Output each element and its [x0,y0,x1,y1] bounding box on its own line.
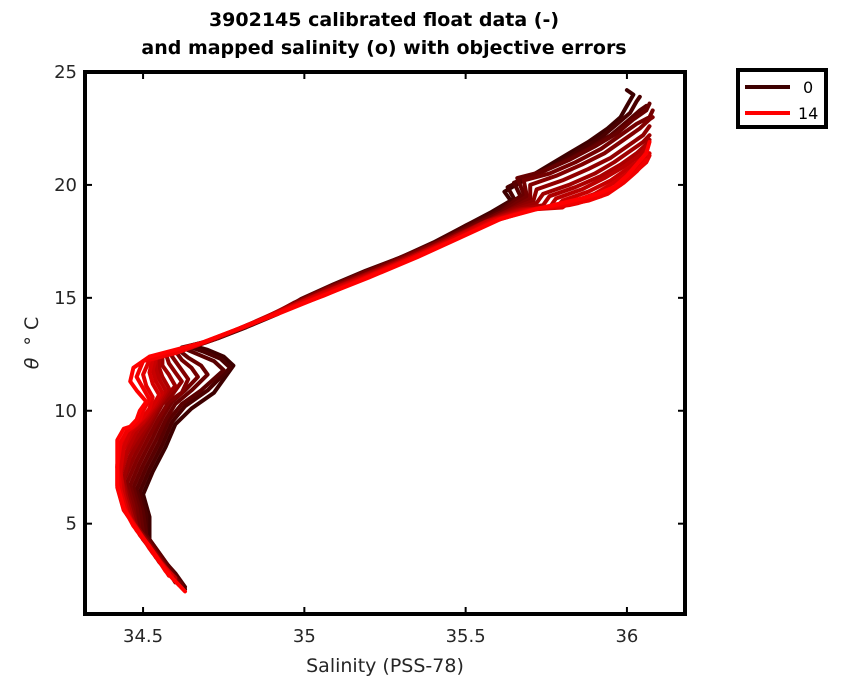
legend-box [736,68,828,129]
ticks-layer: 34.5 35 35.5 36 5 10 15 20 25 [54,62,685,647]
x-tick-label: 34.5 [123,626,163,647]
y-axis-label: θ ° C [21,317,43,369]
y-axis-label-unit: ° C [21,317,43,346]
chart-title-line-2: and mapped salinity (o) with objective e… [141,37,626,59]
y-tick-label: 5 [66,514,77,535]
profile-line-13 [115,158,649,576]
x-axis-label: Salinity (PSS-78) [306,655,464,677]
x-tick-label: 35 [293,626,316,647]
y-tick-label: 15 [54,288,77,309]
profile-line-12 [115,153,652,578]
profile-line-14 [115,140,652,594]
y-axis-label-symbol: θ [21,357,43,369]
legend: 0 14 [736,68,828,129]
x-tick-label: 36 [615,626,638,647]
plot-area-frame [83,70,687,616]
x-tick-label: 35.5 [446,626,486,647]
y-tick-label: 25 [54,62,77,83]
legend-label-0: 0 [803,78,813,97]
legend-label-14: 14 [798,104,818,123]
y-tick-label: 10 [54,401,77,422]
chart-title-line-1: 3902145 calibrated float data (-) [209,9,559,31]
series-layer [115,88,655,594]
svg-text:θ ° C: θ ° C [21,317,43,369]
y-tick-label: 20 [54,175,77,196]
